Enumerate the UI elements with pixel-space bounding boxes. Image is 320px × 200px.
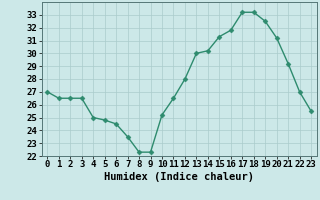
X-axis label: Humidex (Indice chaleur): Humidex (Indice chaleur) (104, 172, 254, 182)
